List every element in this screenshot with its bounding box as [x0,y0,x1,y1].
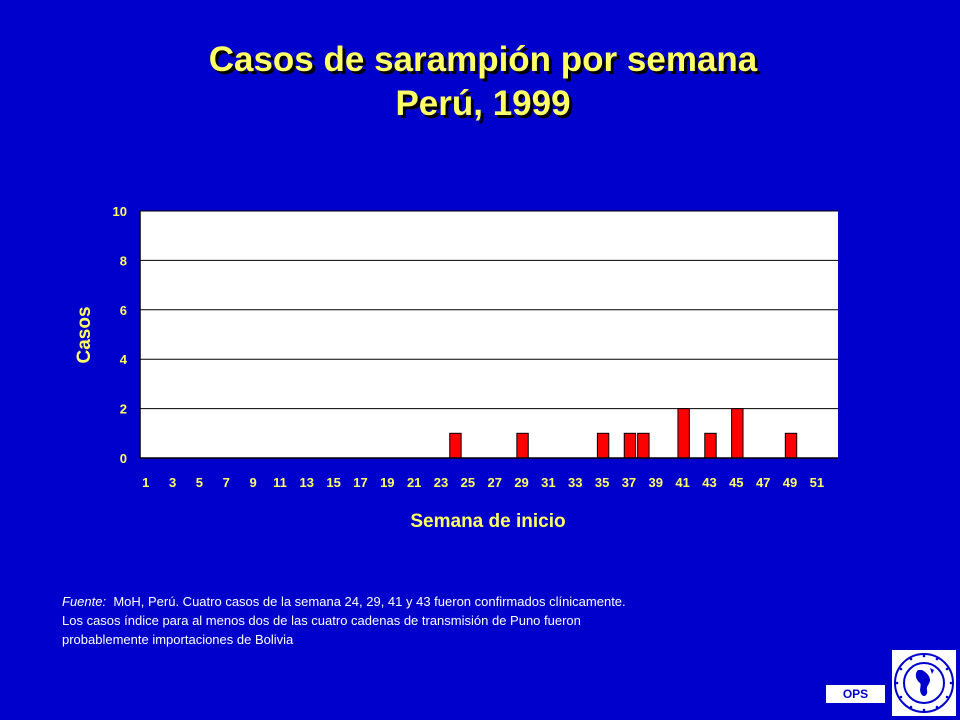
x-tick-label-13: 13 [300,475,314,490]
chart-title: Casos de sarampión por semana Perú, 1999 [0,38,960,126]
x-axis-label: Semana de inicio [410,511,565,532]
x-tick-label-37: 37 [622,475,636,490]
x-tick-label-33: 33 [568,475,582,490]
bar-week-41 [677,408,690,459]
y-tick-label-10: 10 [113,204,127,219]
x-tick-label-17: 17 [353,475,367,490]
x-tick-label-3: 3 [169,475,176,490]
x-tick-label-31: 31 [541,475,555,490]
y-axis-label: Casos [74,306,95,363]
bar-week-37 [623,432,637,459]
y-tick-label-8: 8 [120,253,127,268]
source-label: Fuente: [62,594,107,609]
x-tick-label-15: 15 [326,475,340,490]
y-tick-label-4: 4 [120,352,128,367]
x-tick-label-25: 25 [461,475,475,490]
x-tick-label-49: 49 [783,475,797,490]
x-tick-label-51: 51 [810,475,824,490]
source-line-3: probablemente importaciones de Bolivia [62,632,294,647]
x-tick-label-23: 23 [434,475,448,490]
paho-globe-emblem-icon [892,650,956,716]
source-line-1: Fuente: MoH, Perú. Cuatro casos de la se… [62,592,822,611]
source-line-2: Los casos índice para al menos dos de la… [62,613,581,628]
source-note: Fuente: MoH, Perú. Cuatro casos de la se… [62,592,822,649]
bar-week-45 [731,408,744,459]
x-tick-label-11: 11 [273,475,287,490]
x-tick-label-41: 41 [675,475,689,490]
x-tick-label-5: 5 [196,475,203,490]
y-tick-label-2: 2 [120,402,127,417]
x-tick-label-1: 1 [142,475,149,490]
ops-badge: OPS [826,685,885,703]
x-tick-label-43: 43 [702,475,716,490]
y-tick-label-6: 6 [120,303,127,318]
bar-week-35 [596,432,610,459]
title-line-1: Casos de sarampión por semana [208,40,758,79]
x-tick-label-27: 27 [487,475,501,490]
x-tick-label-9: 9 [249,475,256,490]
x-tick-label-39: 39 [649,475,663,490]
bar-week-38 [637,432,650,459]
x-tick-label-21: 21 [407,475,421,490]
bar-week-43 [704,432,717,459]
x-tick-label-7: 7 [223,475,230,490]
x-tick-label-45: 45 [729,475,743,490]
title-line-2: Perú, 1999 [395,84,571,123]
bar-week-49 [784,432,798,459]
y-tick-label-0: 0 [120,451,127,466]
source-text-1: MoH, Perú. Cuatro casos de la semana 24,… [113,594,626,609]
x-tick-label-35: 35 [595,475,609,490]
x-tick-label-29: 29 [514,475,528,490]
bar-week-24 [449,432,462,459]
bar-week-29 [516,432,529,459]
plot-area [140,211,838,458]
x-tick-label-47: 47 [756,475,770,490]
x-tick-label-19: 19 [380,475,394,490]
